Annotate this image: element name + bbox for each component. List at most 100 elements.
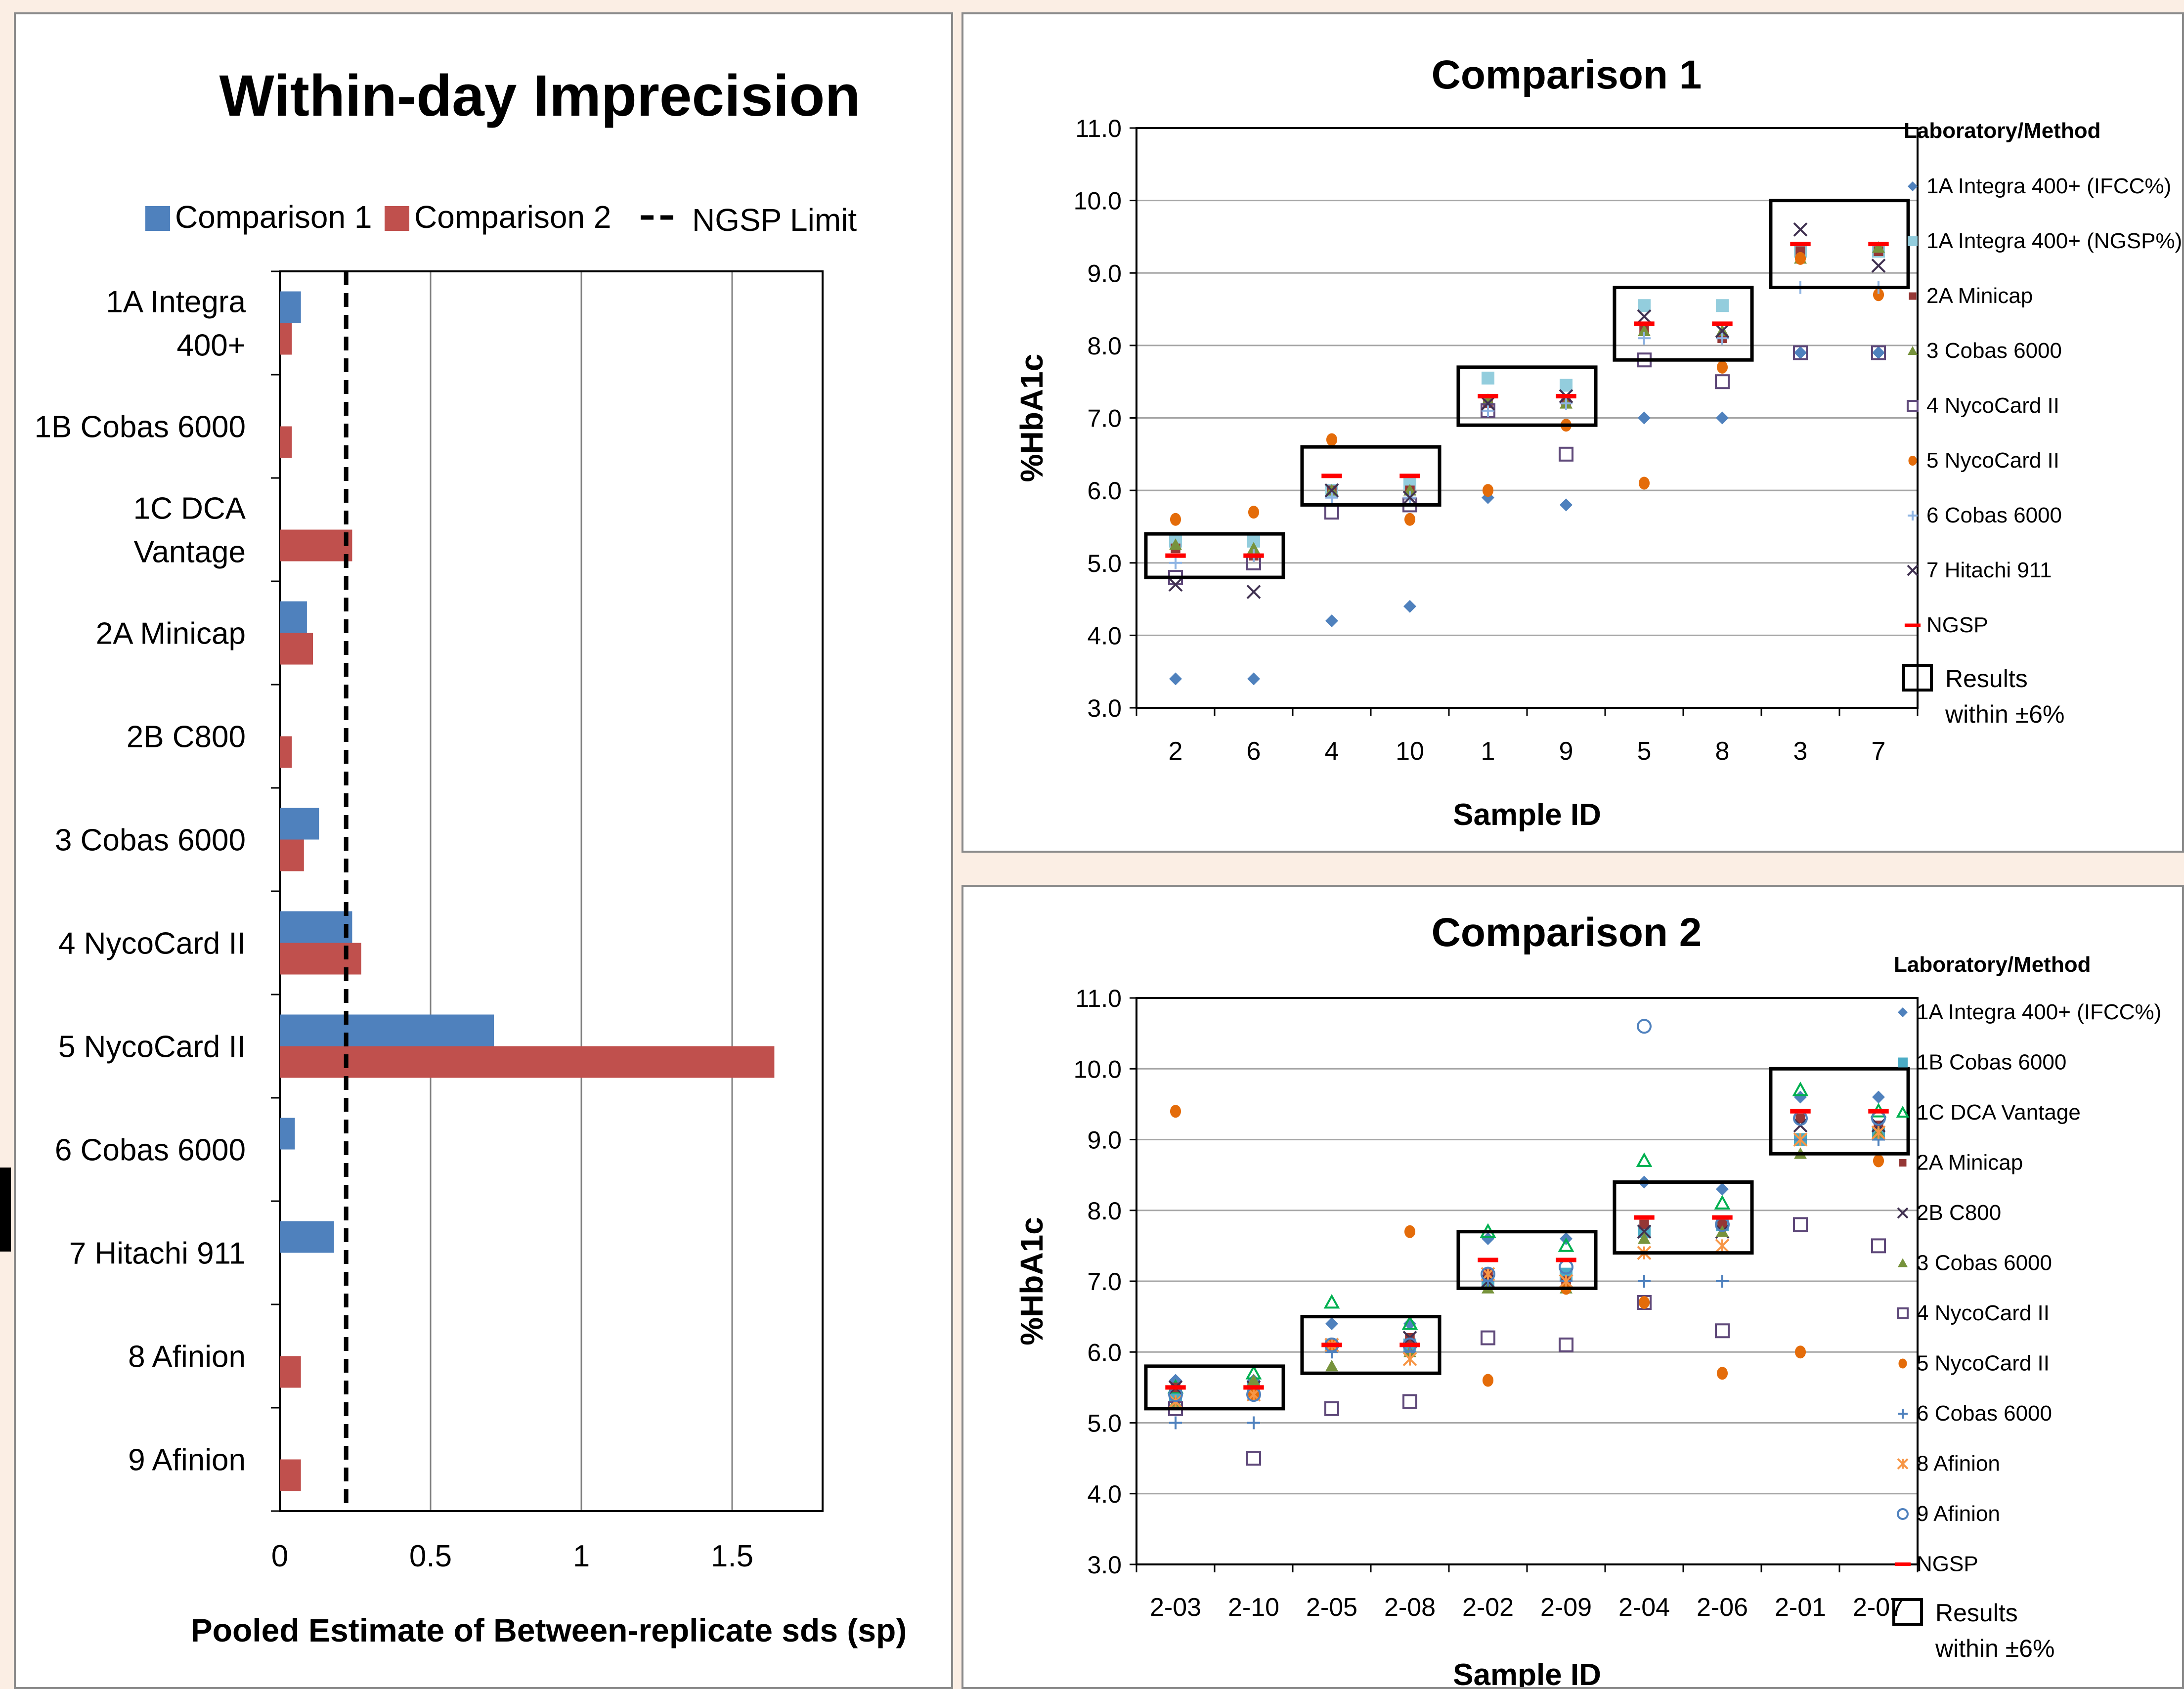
bar-comparison-1-5-nycocard-ii bbox=[280, 1014, 494, 1046]
category-label-line: 3 Cobas 6000 bbox=[55, 823, 246, 858]
point-5-nycocard-ii-4 bbox=[1326, 433, 1338, 446]
point-4-nycocard-ii-2-08 bbox=[1402, 1394, 1417, 1409]
point-3-cobas-6000-7 bbox=[1872, 241, 1885, 253]
category-label-line: 6 Cobas 6000 bbox=[55, 1133, 246, 1168]
bar-comparison-1-6-cobas-6000 bbox=[280, 1118, 295, 1150]
bar-comparison-2-1a-integra-400 bbox=[280, 323, 292, 355]
comparison-1-chart: Comparison 1 3.0 4.0 5.0 6.0 7.0 8.0 9.0 10.0 11.… bbox=[1014, 52, 2182, 832]
point-7-hitachi-911-10 bbox=[1402, 490, 1417, 505]
within-day-imprecision-chart: Within-day Imprecision Comparison 1 Compar… bbox=[35, 63, 907, 1648]
bar-comparison-1-4-nycocard-ii bbox=[280, 911, 352, 943]
tolerance-box-2 bbox=[1300, 1315, 1441, 1375]
legend-marker-4-nycocard-ii bbox=[1907, 400, 1919, 412]
point-1a-integra-400-ngsp-5 bbox=[1638, 299, 1651, 312]
legend-label-4-nycocard-ii: 4 NycoCard II bbox=[1917, 1301, 2050, 1325]
category-label-2a-minicap: 2A Minicap bbox=[96, 617, 246, 651]
point-ngsp-8 bbox=[1712, 321, 1733, 326]
point-5-nycocard-ii-2-01 bbox=[1794, 1345, 1806, 1359]
point-ngsp-2-04 bbox=[1634, 1215, 1655, 1220]
y-tick-label-10-0: 10.0 bbox=[1074, 1055, 1122, 1083]
point-6-cobas-6000-1 bbox=[1482, 404, 1494, 417]
category-label-line: Vantage bbox=[134, 535, 246, 569]
category-label-line: 7 Hitachi 911 bbox=[69, 1237, 246, 1271]
bar-comparison-2-5-nycocard-ii bbox=[280, 1046, 775, 1078]
point-ngsp-2-09 bbox=[1556, 1257, 1576, 1262]
legend-title: Laboratory/Method bbox=[1894, 953, 2091, 977]
point-9-afinion-2-04 bbox=[1637, 1019, 1652, 1034]
point-4-nycocard-ii-7 bbox=[1871, 345, 1886, 360]
category-label-line: 8 Afinion bbox=[128, 1340, 246, 1374]
legend-label-ngsp: NGSP bbox=[1917, 1552, 1978, 1576]
point-5-nycocard-ii-7 bbox=[1873, 288, 1884, 302]
y-axis-title: %HbA1c bbox=[1014, 1217, 1049, 1345]
point-5-nycocard-ii-2-03 bbox=[1170, 1105, 1181, 1118]
tolerance-box-2 bbox=[1300, 445, 1441, 507]
category-label-line: 2A Minicap bbox=[96, 617, 246, 651]
legend-label-7-hitachi-911: 7 Hitachi 911 bbox=[1926, 558, 2052, 582]
point-3-cobas-6000-6 bbox=[1247, 542, 1260, 554]
legend-label-2a-minicap: 2A Minicap bbox=[1926, 284, 2033, 308]
x-axis-title: Sample ID bbox=[1453, 1658, 1601, 1687]
legend-marker-5-nycocard-ii bbox=[1908, 456, 1917, 466]
legend: Comparison 1 Comparison 2 NGSP Limit bbox=[145, 199, 857, 238]
tolerance-box-4 bbox=[1613, 1180, 1754, 1255]
bar-comparison-1-3-cobas-6000 bbox=[280, 808, 319, 840]
legend-label-3-cobas-6000: 3 Cobas 6000 bbox=[1917, 1251, 2052, 1275]
legend-marker-6-cobas-6000 bbox=[1898, 1409, 1908, 1419]
point-5-nycocard-ii-1 bbox=[1482, 484, 1494, 497]
legend-marker-5-nycocard-ii bbox=[1898, 1358, 1907, 1369]
x-tick-label-2-04: 2-04 bbox=[1618, 1593, 1670, 1622]
bar-comparison-2-1b-cobas-6000 bbox=[280, 426, 292, 458]
category-label-line: 9 Afinion bbox=[128, 1443, 246, 1477]
category-label-2b-c800: 2B C800 bbox=[127, 720, 246, 754]
point-ngsp-2-05 bbox=[1321, 1343, 1342, 1347]
category-label-line: 4 NycoCard II bbox=[58, 927, 246, 961]
point-1a-integra-400-ifcc-2-01 bbox=[1794, 1090, 1807, 1104]
bar-comparison-2-2b-c800 bbox=[280, 736, 292, 768]
point-1a-integra-400-ifcc-9 bbox=[1560, 498, 1572, 512]
point-1a-integra-400-ifcc-7 bbox=[1872, 346, 1885, 359]
point-4-nycocard-ii-2-05 bbox=[1324, 1401, 1339, 1416]
point-4-nycocard-ii-2-10 bbox=[1246, 1451, 1261, 1466]
x-tick-label-3: 3 bbox=[1793, 737, 1808, 766]
legend-label-6-cobas-6000: 6 Cobas 6000 bbox=[1926, 503, 2062, 527]
x-tick-label-1-5: 1.5 bbox=[711, 1539, 753, 1573]
legend-marker-3-cobas-6000 bbox=[1908, 346, 1918, 355]
point-5-nycocard-ii-3 bbox=[1794, 252, 1806, 265]
chart-title: Comparison 2 bbox=[1432, 910, 1702, 955]
chart-title: Within-day Imprecision bbox=[219, 63, 860, 129]
category-label-6-cobas-6000: 6 Cobas 6000 bbox=[55, 1133, 246, 1168]
point-1a-integra-400-ngsp-9 bbox=[1560, 379, 1572, 392]
point-4-nycocard-ii-4 bbox=[1324, 505, 1339, 520]
legend-marker-3-cobas-6000 bbox=[1898, 1258, 1908, 1267]
x-tick-label-7: 7 bbox=[1872, 737, 1886, 766]
point-1a-integra-400-ifcc-3 bbox=[1794, 346, 1807, 359]
point-ngsp-4 bbox=[1321, 474, 1342, 478]
point-6-cobas-6000-2-04 bbox=[1638, 1275, 1651, 1288]
legend-label-5-nycocard-ii: 5 NycoCard II bbox=[1917, 1351, 2050, 1376]
point-1a-integra-400-ifcc-5 bbox=[1638, 411, 1651, 425]
category-label-8-afinion: 8 Afinion bbox=[128, 1340, 246, 1374]
category-label-line: 1C DCA bbox=[133, 492, 246, 526]
point-3-cobas-6000-2 bbox=[1169, 538, 1182, 550]
legend-label-3-cobas-6000: 3 Cobas 6000 bbox=[1926, 339, 2062, 363]
category-label-line: 2B C800 bbox=[127, 720, 246, 754]
x-tick-label-2-02: 2-02 bbox=[1462, 1593, 1514, 1622]
tolerance-box-5 bbox=[1769, 1067, 1910, 1156]
x-tick-label-2-03: 2-03 bbox=[1150, 1593, 1201, 1622]
point-8-afinion-2-01 bbox=[1793, 1132, 1808, 1147]
point-4-nycocard-ii-8 bbox=[1715, 374, 1730, 390]
bar-comparison-2-4-nycocard-ii bbox=[280, 943, 361, 975]
point-3-cobas-6000-2-10 bbox=[1247, 1374, 1260, 1386]
x-tick-label-2-08: 2-08 bbox=[1384, 1593, 1436, 1622]
y-tick-label-6-0: 6.0 bbox=[1087, 1339, 1122, 1366]
point-7-hitachi-911-5 bbox=[1637, 309, 1652, 324]
x-tick-label-0: 0 bbox=[271, 1539, 288, 1573]
legend-marker-1a-integra-400-ngsp bbox=[1908, 236, 1918, 246]
x-tick-label-2-07: 2-07 bbox=[1853, 1593, 1904, 1622]
point-ngsp-2-03 bbox=[1165, 1385, 1186, 1390]
point-1a-integra-400-ifcc-6 bbox=[1247, 672, 1260, 686]
legend-marker-8-afinion bbox=[1897, 1458, 1909, 1470]
point-3-cobas-6000-10 bbox=[1403, 484, 1416, 496]
tolerance-box-1 bbox=[1144, 532, 1285, 579]
